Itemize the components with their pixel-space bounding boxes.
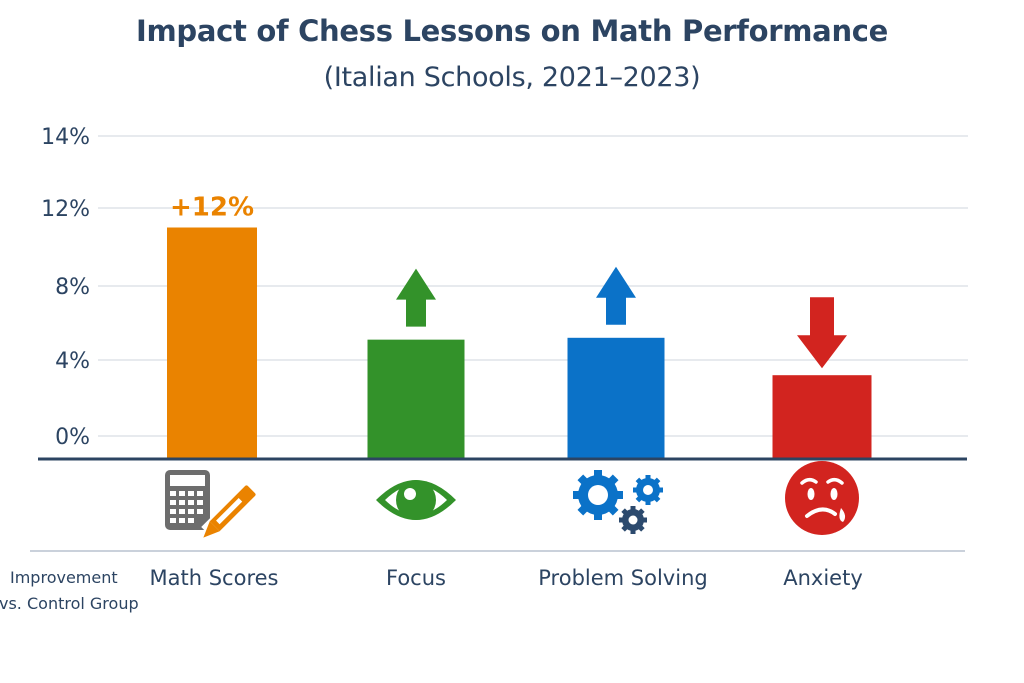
y-tick-label: 4% [55, 349, 90, 374]
category-label: Problem Solving [538, 566, 707, 590]
y-tick-label: 8% [55, 275, 90, 300]
gears-icon [573, 470, 663, 534]
direction-arrows [396, 266, 847, 369]
category-labels: Math Scores Focus Problem Solving Anxiety [150, 566, 863, 590]
bars: +12% [167, 193, 872, 459]
bar-focus [367, 339, 465, 459]
calculator-pencil-icon [165, 470, 258, 540]
arrow-down-icon [797, 297, 847, 369]
row-label-line1: Improvement [10, 568, 118, 587]
chart-title: Impact of Chess Lessons on Math Performa… [135, 14, 889, 48]
data-label: +12% [170, 193, 254, 223]
y-tick-label: 0% [55, 425, 90, 450]
eye-icon [376, 480, 456, 520]
arrow-up-icon [596, 266, 636, 325]
y-tick-label: 12% [41, 197, 90, 222]
chart-subtitle: (Italian Schools, 2021–2023) [323, 62, 701, 93]
y-tick-label: 14% [41, 125, 90, 150]
arrow-up-icon [396, 268, 436, 327]
worried-face-icon [785, 461, 859, 535]
category-label: Math Scores [150, 566, 279, 590]
y-axis-ticks: 14% 12% 8% 4% 0% [41, 125, 90, 450]
bar-anxiety [772, 375, 872, 459]
row-label-line2: vs. Control Group [0, 594, 139, 613]
bar-math-scores [167, 227, 257, 459]
category-label: Anxiety [783, 566, 863, 590]
bar-problem-solving [567, 337, 665, 459]
category-label: Focus [386, 566, 446, 590]
